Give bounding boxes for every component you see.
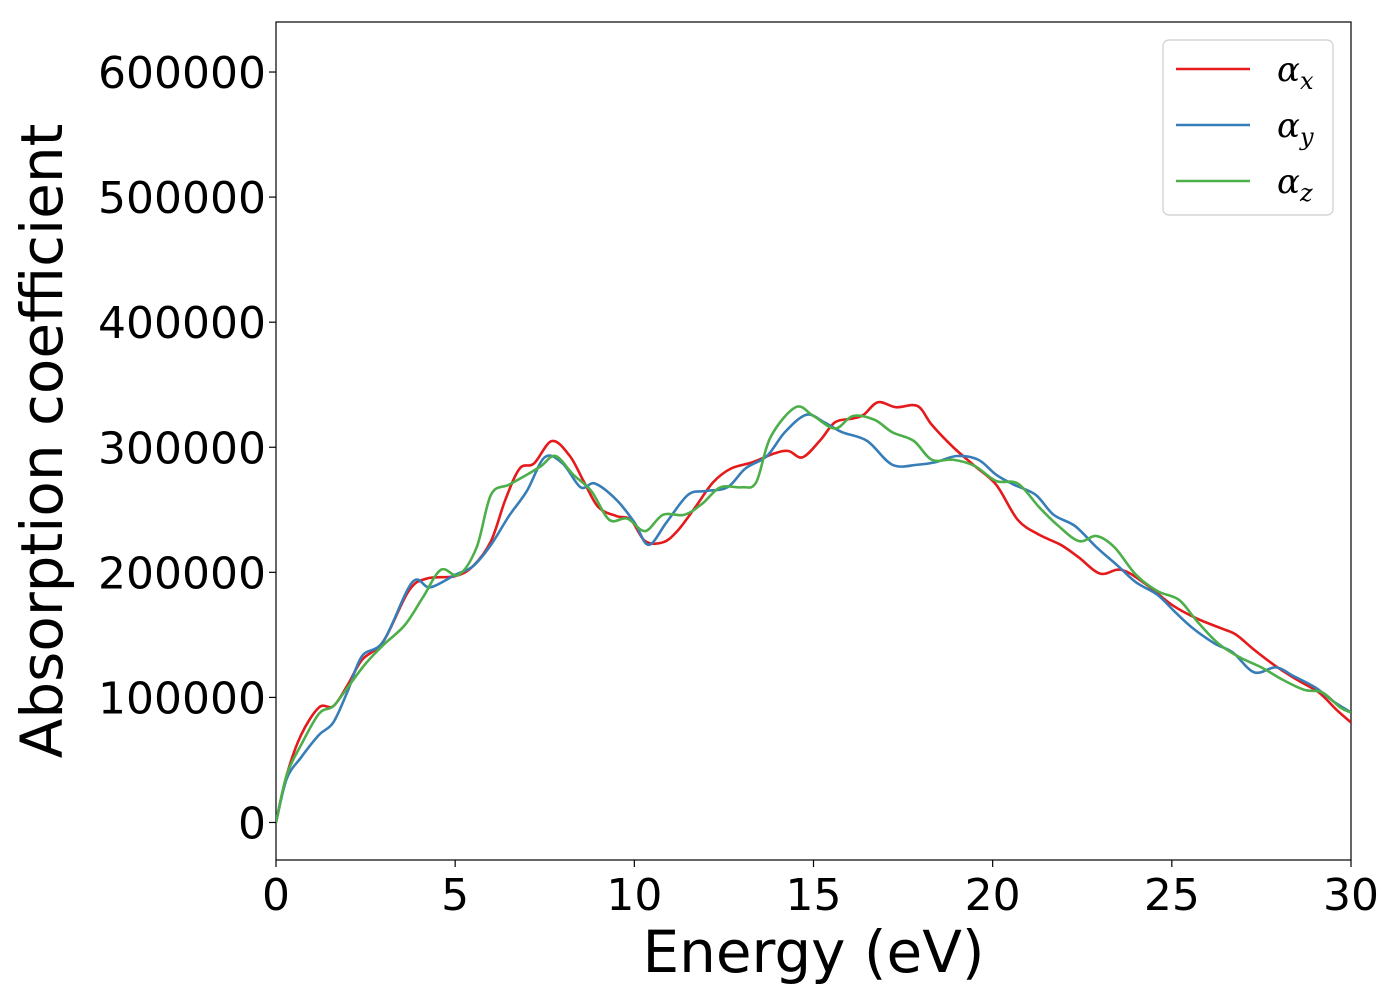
y-tick-label: 500000 xyxy=(98,173,266,224)
series-layer xyxy=(276,400,1351,823)
x-axis-ticks: 0 5 10 15 20 25 30 xyxy=(262,860,1379,921)
x-tick-label: 0 xyxy=(262,870,290,921)
legend-symbol: α xyxy=(1277,106,1300,146)
y-tick-label: 300000 xyxy=(98,423,266,474)
series-line-alpha-z xyxy=(276,405,1351,823)
legend-symbol: α xyxy=(1277,162,1300,202)
y-axis-ticks: 0 100000 200000 300000 400000 500000 600000 xyxy=(98,48,276,849)
x-tick-label: 20 xyxy=(965,870,1021,921)
x-tick-label: 15 xyxy=(786,870,842,921)
legend-box xyxy=(1162,39,1334,216)
legend-subscript: z xyxy=(1299,179,1313,207)
legend-label-alpha-y: αy xyxy=(1277,106,1314,151)
x-tick-label: 30 xyxy=(1323,870,1379,921)
y-tick-label: 100000 xyxy=(98,673,266,724)
y-tick-label: 200000 xyxy=(98,548,266,599)
x-axis-label: Energy (eV) xyxy=(642,918,984,986)
legend-label-alpha-x: αx xyxy=(1277,50,1314,95)
legend-subscript: x xyxy=(1300,67,1314,95)
x-tick-label: 10 xyxy=(606,870,662,921)
legend-label-alpha-z: αz xyxy=(1277,162,1313,207)
y-tick-label: 600000 xyxy=(98,48,266,99)
y-tick-label: 400000 xyxy=(98,298,266,349)
y-axis-label: Absorption coefficient xyxy=(8,124,76,759)
legend-symbol: α xyxy=(1277,50,1300,90)
legend-subscript: y xyxy=(1299,123,1314,151)
series-line-alpha-y xyxy=(276,413,1351,823)
y-tick-label: 0 xyxy=(238,798,266,849)
x-tick-label: 5 xyxy=(441,870,469,921)
x-tick-label: 25 xyxy=(1144,870,1200,921)
